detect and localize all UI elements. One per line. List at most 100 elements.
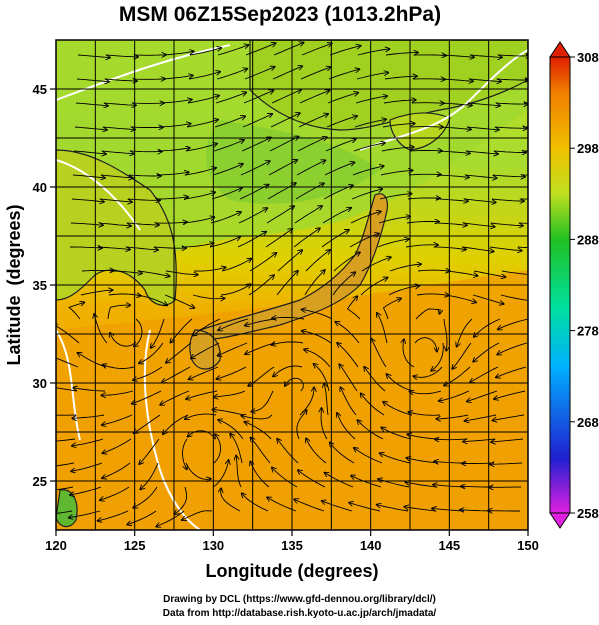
streamline xyxy=(495,103,528,104)
streamline xyxy=(126,223,159,225)
streamline xyxy=(408,174,441,175)
streamline xyxy=(221,259,251,272)
streamline xyxy=(326,116,357,128)
streamline xyxy=(490,463,523,464)
streamline xyxy=(294,206,322,224)
streamline xyxy=(474,318,501,337)
streamline xyxy=(238,208,267,224)
streamline xyxy=(218,318,249,330)
x-tick-label: 140 xyxy=(360,538,382,553)
map-panel xyxy=(56,40,528,530)
colorbar-tick-label: 288 xyxy=(577,232,599,247)
streamline xyxy=(212,164,243,176)
streamline xyxy=(436,175,469,177)
streamline xyxy=(99,198,132,202)
streamline xyxy=(357,49,389,56)
streamline xyxy=(76,78,109,82)
streamline xyxy=(132,390,162,404)
streamline xyxy=(518,222,528,224)
streamline xyxy=(241,415,273,420)
streamline xyxy=(100,174,133,178)
streamline xyxy=(107,305,130,320)
wind-streamlines xyxy=(56,43,528,527)
streamline xyxy=(473,270,505,277)
streamline xyxy=(98,222,131,226)
streamline xyxy=(433,247,466,250)
streamline xyxy=(381,147,414,152)
streamline xyxy=(98,510,129,521)
streamline xyxy=(101,150,134,154)
streamline xyxy=(236,456,242,488)
streamline xyxy=(285,377,304,392)
streamline xyxy=(210,212,241,224)
streamline xyxy=(166,342,192,363)
streamline xyxy=(80,290,113,296)
streamline xyxy=(70,486,102,495)
streamline xyxy=(185,462,211,479)
streamline xyxy=(162,366,191,382)
streamline xyxy=(217,45,248,56)
streamline xyxy=(104,79,137,81)
streamline xyxy=(382,298,402,320)
streamline xyxy=(245,43,276,56)
streamline xyxy=(351,476,382,488)
colorbar: 258 268 278 288 298 308 xyxy=(549,41,599,529)
streamline xyxy=(270,113,300,128)
streamline xyxy=(466,126,499,130)
streamline xyxy=(339,364,358,392)
streamline xyxy=(139,438,160,464)
streamline xyxy=(415,308,440,320)
streamline xyxy=(489,246,522,251)
streamline xyxy=(462,463,495,464)
figure: 120 125 130 135 140 145 150 25 30 35 40 45 Longitu… xyxy=(4,39,599,581)
streamline xyxy=(191,342,220,358)
streamline xyxy=(71,198,104,202)
streamline xyxy=(72,174,105,178)
streamline xyxy=(185,144,217,152)
streamline xyxy=(410,127,443,128)
streamline xyxy=(209,237,240,248)
streamline xyxy=(242,114,272,128)
colorbar-tick-label: 298 xyxy=(577,141,599,156)
x-tick-label: 120 xyxy=(45,538,67,553)
streamline xyxy=(73,388,106,392)
russia-landmass xyxy=(249,40,528,131)
streamline xyxy=(501,270,528,275)
streamline xyxy=(473,342,500,362)
x-tick-label: 135 xyxy=(281,538,303,553)
streamline xyxy=(211,188,242,200)
streamline xyxy=(380,170,413,176)
streamline xyxy=(405,245,438,247)
streamline xyxy=(382,124,415,128)
streamline xyxy=(129,151,162,152)
streamline xyxy=(160,75,193,80)
streamline xyxy=(269,137,299,152)
streamline xyxy=(183,192,215,200)
streamline xyxy=(321,230,349,248)
streamline xyxy=(102,126,135,130)
streamline xyxy=(445,270,478,276)
streamline xyxy=(133,366,163,380)
streamline xyxy=(408,412,441,416)
streamline xyxy=(132,79,165,80)
streamline xyxy=(457,318,473,347)
streamline xyxy=(56,462,75,467)
streamline xyxy=(335,322,360,344)
streamline xyxy=(302,310,333,320)
streamline xyxy=(409,151,442,152)
streamline xyxy=(328,69,359,80)
streamline xyxy=(361,257,391,272)
streamline xyxy=(381,428,412,440)
streamline xyxy=(438,127,471,129)
streamline xyxy=(188,430,216,440)
streamline xyxy=(296,160,325,176)
x-tick-label: 145 xyxy=(438,538,460,553)
x-axis-ticks: 120 125 130 135 140 145 150 xyxy=(45,530,539,553)
streamline xyxy=(161,51,194,56)
streamline xyxy=(407,434,440,440)
streamline xyxy=(491,199,524,201)
streamline xyxy=(298,114,328,128)
colorbar-ticks: 258 268 278 288 298 308 xyxy=(570,50,599,521)
streamline xyxy=(440,79,473,81)
streamline xyxy=(463,438,496,442)
